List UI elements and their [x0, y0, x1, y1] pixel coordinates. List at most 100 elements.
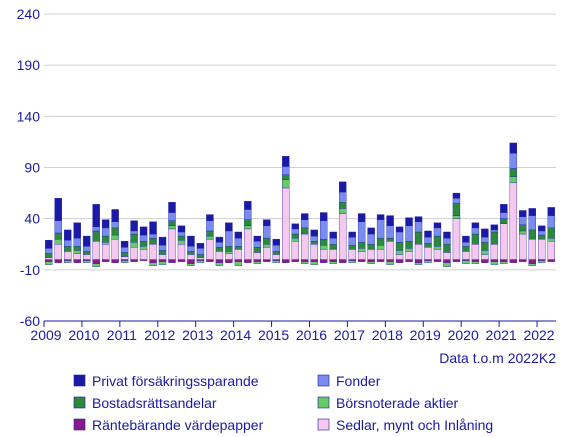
bar-segment [405, 251, 413, 260]
bar-segment [158, 250, 167, 255]
bar-group-2013K3 [215, 236, 224, 266]
x-tick-label: 2015 [258, 327, 289, 343]
bar-segment [45, 253, 53, 258]
bar-segment [45, 261, 53, 265]
bar-segment [462, 251, 470, 260]
data-note: Data t.o.m 2022K2 [439, 350, 556, 366]
bar-segment [101, 235, 110, 243]
bar-segment [45, 257, 53, 260]
bar-segment [234, 259, 243, 262]
bar-segment [376, 259, 385, 262]
legend-swatch [317, 418, 330, 431]
y-tick-label: 240 [17, 6, 41, 22]
bar-segment [111, 259, 119, 263]
bar-segment [177, 239, 186, 245]
bar-segment [168, 202, 176, 213]
y-tick-label: 40 [24, 211, 40, 227]
y-tick-label: -60 [20, 313, 40, 329]
bar-group-2016K1 [310, 229, 318, 265]
bar-segment [291, 233, 299, 239]
bar-segment [528, 238, 536, 260]
bar-segment [357, 251, 366, 260]
bar-segment [187, 251, 195, 255]
bar-group-2016K3 [329, 231, 337, 264]
bar-segment [73, 246, 81, 251]
bar-segment [547, 259, 555, 262]
bar-segment [187, 254, 195, 260]
bar-group-2016K4 [338, 181, 347, 263]
bar-group-2021K1 [500, 204, 508, 264]
bar-segment [291, 259, 299, 262]
bar-segment [462, 235, 470, 243]
bars [45, 142, 555, 267]
bar-segment [64, 251, 72, 260]
legend-swatch [317, 396, 330, 409]
bar-group-2015K4 [301, 213, 309, 264]
bar-segment [158, 245, 167, 251]
bar-segment [443, 231, 451, 239]
bar-segment [120, 241, 129, 248]
bar-segment [519, 210, 527, 217]
bar-segment [320, 249, 328, 260]
legend-swatch [73, 418, 86, 431]
bar-group-2013K1 [196, 243, 205, 263]
bar-group-2018K4 [414, 216, 423, 265]
bar-segment [433, 259, 442, 262]
x-tick-label: 2020 [448, 327, 479, 343]
bar-group-2009K4 [73, 222, 81, 263]
bar-segment [130, 220, 138, 232]
bar-group-2021K4 [528, 208, 536, 266]
bar-segment [357, 221, 366, 243]
bar-group-2015K1 [272, 238, 280, 263]
bar-segment [215, 262, 224, 266]
bar-segment [54, 232, 62, 240]
bar-segment [206, 230, 214, 237]
bar-segment [73, 259, 81, 263]
bar-segment [263, 237, 271, 245]
bar-segment [301, 219, 309, 229]
bar-segment [395, 242, 404, 251]
bar-segment [348, 231, 356, 238]
bar-segment [120, 247, 129, 253]
bar-segment [433, 246, 442, 250]
bar-segment [376, 249, 385, 260]
bar-segment [452, 198, 461, 204]
bar-segment [291, 241, 299, 260]
bar-segment [45, 239, 53, 249]
bar-segment [338, 191, 347, 203]
bar-segment [177, 231, 186, 237]
bar-segment [376, 214, 385, 220]
bar-segment [225, 246, 233, 252]
bar-group-2015K3 [291, 223, 299, 262]
bar-segment [481, 236, 489, 243]
bar-segment [433, 227, 442, 237]
bar-segment [348, 236, 356, 246]
bar-segment [357, 213, 366, 222]
bar-segment [111, 209, 119, 222]
x-tick-label: 2012 [144, 327, 175, 343]
bar-segment [225, 253, 233, 260]
bar-group-2013K2 [206, 214, 214, 262]
bar-segment [282, 259, 290, 263]
bar-segment [348, 245, 356, 250]
bar-segment [519, 259, 527, 262]
bar-segment [509, 176, 518, 184]
bar-segment [168, 228, 176, 260]
bar-segment [357, 242, 366, 249]
bar-segment [490, 244, 499, 260]
bar-group-2019K1 [424, 230, 432, 263]
bar-segment [158, 236, 167, 246]
bar-segment [320, 220, 328, 240]
legend-item: Sedlar, mynt och Inlåning [317, 417, 493, 433]
bar-segment [500, 212, 508, 219]
bar-segment [168, 220, 176, 227]
bar-segment [177, 259, 186, 262]
bar-segment [481, 250, 489, 255]
bar-segment [462, 246, 470, 252]
x-tick-label: 2019 [410, 327, 441, 343]
bar-segment [149, 233, 157, 239]
legend-swatch [73, 396, 86, 409]
bar-segment [206, 220, 214, 232]
bar-segment [395, 250, 404, 255]
